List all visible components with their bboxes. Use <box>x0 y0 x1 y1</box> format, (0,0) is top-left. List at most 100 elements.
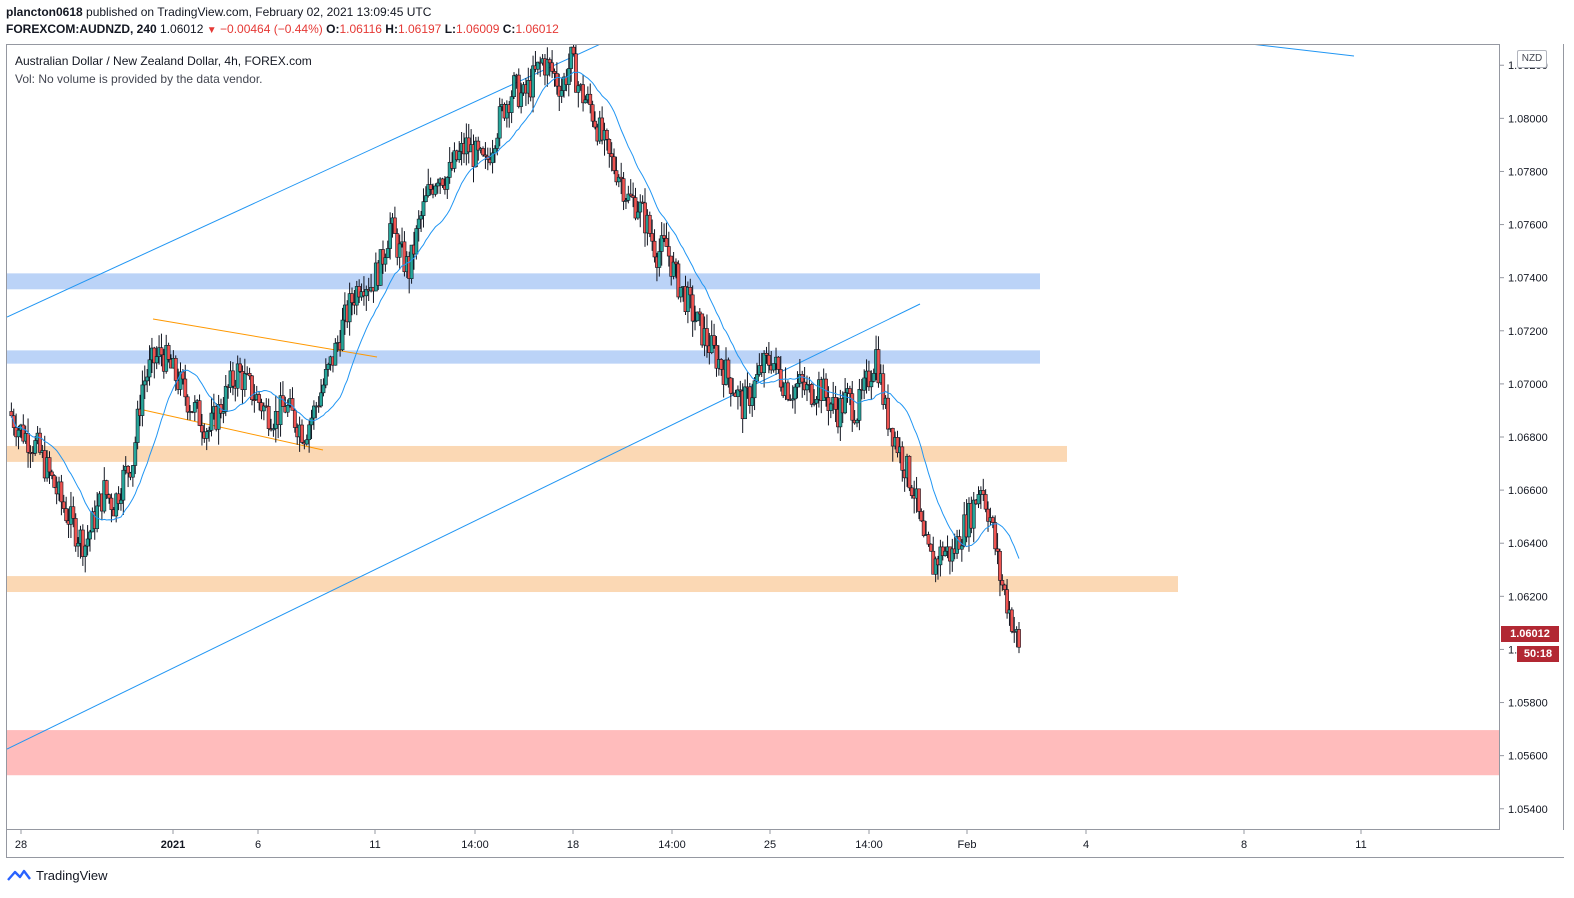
candle <box>1000 574 1005 591</box>
candle-body <box>1009 609 1014 632</box>
candle <box>990 515 995 529</box>
candle-body <box>16 429 21 438</box>
candle-body <box>607 138 612 154</box>
candle <box>547 57 552 77</box>
candle-body <box>9 411 14 417</box>
candle <box>204 427 209 451</box>
candle-body <box>130 465 135 478</box>
candle-body <box>847 388 852 395</box>
candle-body <box>776 356 781 370</box>
candle <box>457 141 462 163</box>
candle <box>71 496 76 528</box>
time-tick-label: 14:00 <box>658 839 686 851</box>
candle-body <box>933 558 938 575</box>
candle <box>433 183 438 197</box>
candle <box>662 223 666 243</box>
candle <box>736 385 740 410</box>
publisher-name[interactable]: plancton0618 <box>6 5 83 19</box>
candle-body <box>423 195 428 202</box>
time-tick-label: 6 <box>255 839 261 851</box>
footer-brand[interactable]: TradingView <box>6 867 108 883</box>
candle-body <box>235 363 240 389</box>
candle <box>59 474 64 516</box>
candle <box>933 556 938 583</box>
candle <box>678 287 683 303</box>
candle-body <box>664 238 669 247</box>
candle <box>838 389 843 442</box>
candle <box>76 537 80 558</box>
candle <box>509 90 514 124</box>
candle <box>688 278 693 309</box>
candle <box>907 455 912 492</box>
candle-body <box>1017 629 1021 648</box>
candle-body <box>855 420 859 424</box>
candle <box>435 178 440 194</box>
candle-body <box>869 381 874 388</box>
candle <box>752 376 757 411</box>
candle-body <box>609 153 614 158</box>
candle-body <box>800 374 805 383</box>
candle <box>445 176 450 199</box>
candle-body <box>250 375 254 400</box>
candle <box>531 55 535 113</box>
candle-body <box>554 73 559 87</box>
price-tick-label: 1.07200 <box>1508 326 1548 338</box>
candle <box>550 50 555 79</box>
candle-body <box>695 311 700 322</box>
candle-body <box>76 543 80 547</box>
candle <box>588 83 593 114</box>
price-change: −0.00464 (−0.44%) <box>220 22 323 36</box>
candle <box>64 496 69 523</box>
candle-body <box>926 534 931 545</box>
candle <box>676 260 681 300</box>
candle <box>497 97 502 147</box>
candle <box>995 533 1000 565</box>
candle-body <box>771 363 776 371</box>
candle <box>135 400 140 450</box>
candle <box>61 494 66 513</box>
candle-body <box>750 397 755 406</box>
candle-body <box>83 545 88 557</box>
candle <box>950 538 955 572</box>
candle <box>83 544 88 573</box>
candle <box>49 469 54 480</box>
currency-badge[interactable]: NZD <box>1517 50 1547 68</box>
candle-body <box>166 345 171 360</box>
time-tick-label: 11 <box>1355 839 1366 851</box>
candle <box>607 138 612 168</box>
candle <box>633 187 638 221</box>
candle <box>809 382 814 408</box>
price-axis[interactable]: 1.054001.056001.058001.060001.062001.064… <box>1500 44 1564 830</box>
candle <box>659 222 664 266</box>
candle <box>998 548 1002 597</box>
candle-body <box>635 211 640 219</box>
candle-body <box>26 433 30 453</box>
candle-body <box>378 249 383 286</box>
top-right-trend-line <box>1254 45 1355 57</box>
candle-body <box>321 384 326 394</box>
candle-body <box>857 389 862 421</box>
time-tick-label: 18 <box>567 839 579 851</box>
candle-body <box>312 405 316 419</box>
candle-body <box>650 233 655 242</box>
candle-body <box>833 397 838 410</box>
candle-body <box>135 408 140 443</box>
price-tick-label: 1.06400 <box>1508 538 1548 550</box>
candle <box>738 380 743 407</box>
candle <box>919 508 924 523</box>
candle <box>847 385 852 406</box>
candle-body <box>719 359 724 370</box>
candle-body <box>862 377 867 391</box>
candle-body <box>671 261 676 277</box>
candle-body <box>440 178 445 186</box>
candle <box>242 358 247 397</box>
candle <box>383 253 388 272</box>
candle <box>833 385 838 423</box>
candle-body <box>621 178 626 202</box>
candle <box>130 465 135 487</box>
time-axis[interactable]: 28 2021 6 11 14:00 18 14:00 25 14:00 Feb 4 8 11 <box>6 830 1564 858</box>
chart-plot-area[interactable]: Australian Dollar / New Zealand Dollar, … <box>6 44 1500 830</box>
candle-body <box>871 373 876 382</box>
candle <box>909 485 914 499</box>
price-tick-label: 1.08000 <box>1508 113 1548 125</box>
